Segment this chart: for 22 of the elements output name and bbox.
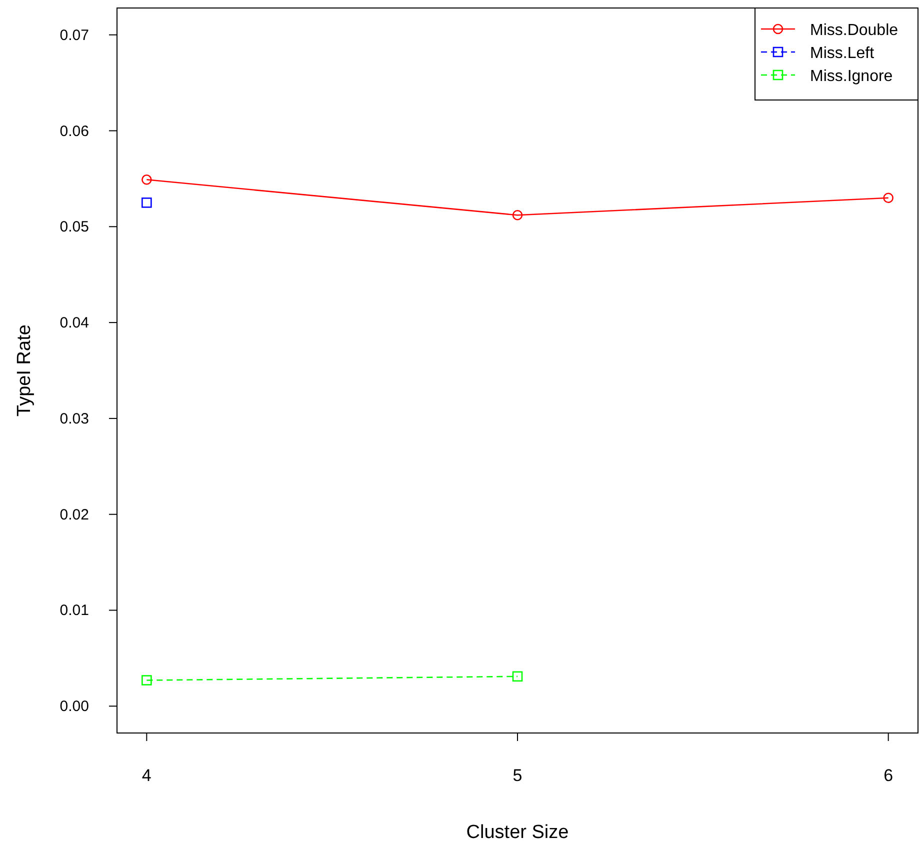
point: [512, 671, 523, 682]
legend-label: Miss.Double: [810, 22, 898, 39]
point: [142, 198, 152, 208]
point: [142, 174, 152, 185]
legend-label: Miss.Left: [810, 45, 875, 62]
point: [883, 192, 894, 204]
x-axis-title: Cluster Size: [466, 822, 569, 843]
y-tick-label: 0.00: [60, 698, 89, 716]
x-tick-label: 6: [884, 766, 894, 785]
y-axis-title: TypeI Rate: [14, 324, 35, 416]
y-tick-label: 0.03: [60, 410, 89, 428]
y-tick-label: 0.05: [60, 218, 89, 236]
y-tick-label: 0.07: [60, 26, 89, 44]
legend-label: Miss.Ignore: [810, 68, 893, 85]
y-tick-label: 0.06: [60, 122, 89, 140]
point: [142, 675, 152, 686]
x-tick-label: 5: [512, 766, 522, 785]
x-tick-label: 4: [142, 766, 152, 785]
point: [512, 210, 523, 220]
y-tick-label: 0.04: [60, 314, 89, 332]
y-tick-label: 0.01: [60, 602, 89, 620]
y-tick-label: 0.02: [60, 506, 89, 524]
